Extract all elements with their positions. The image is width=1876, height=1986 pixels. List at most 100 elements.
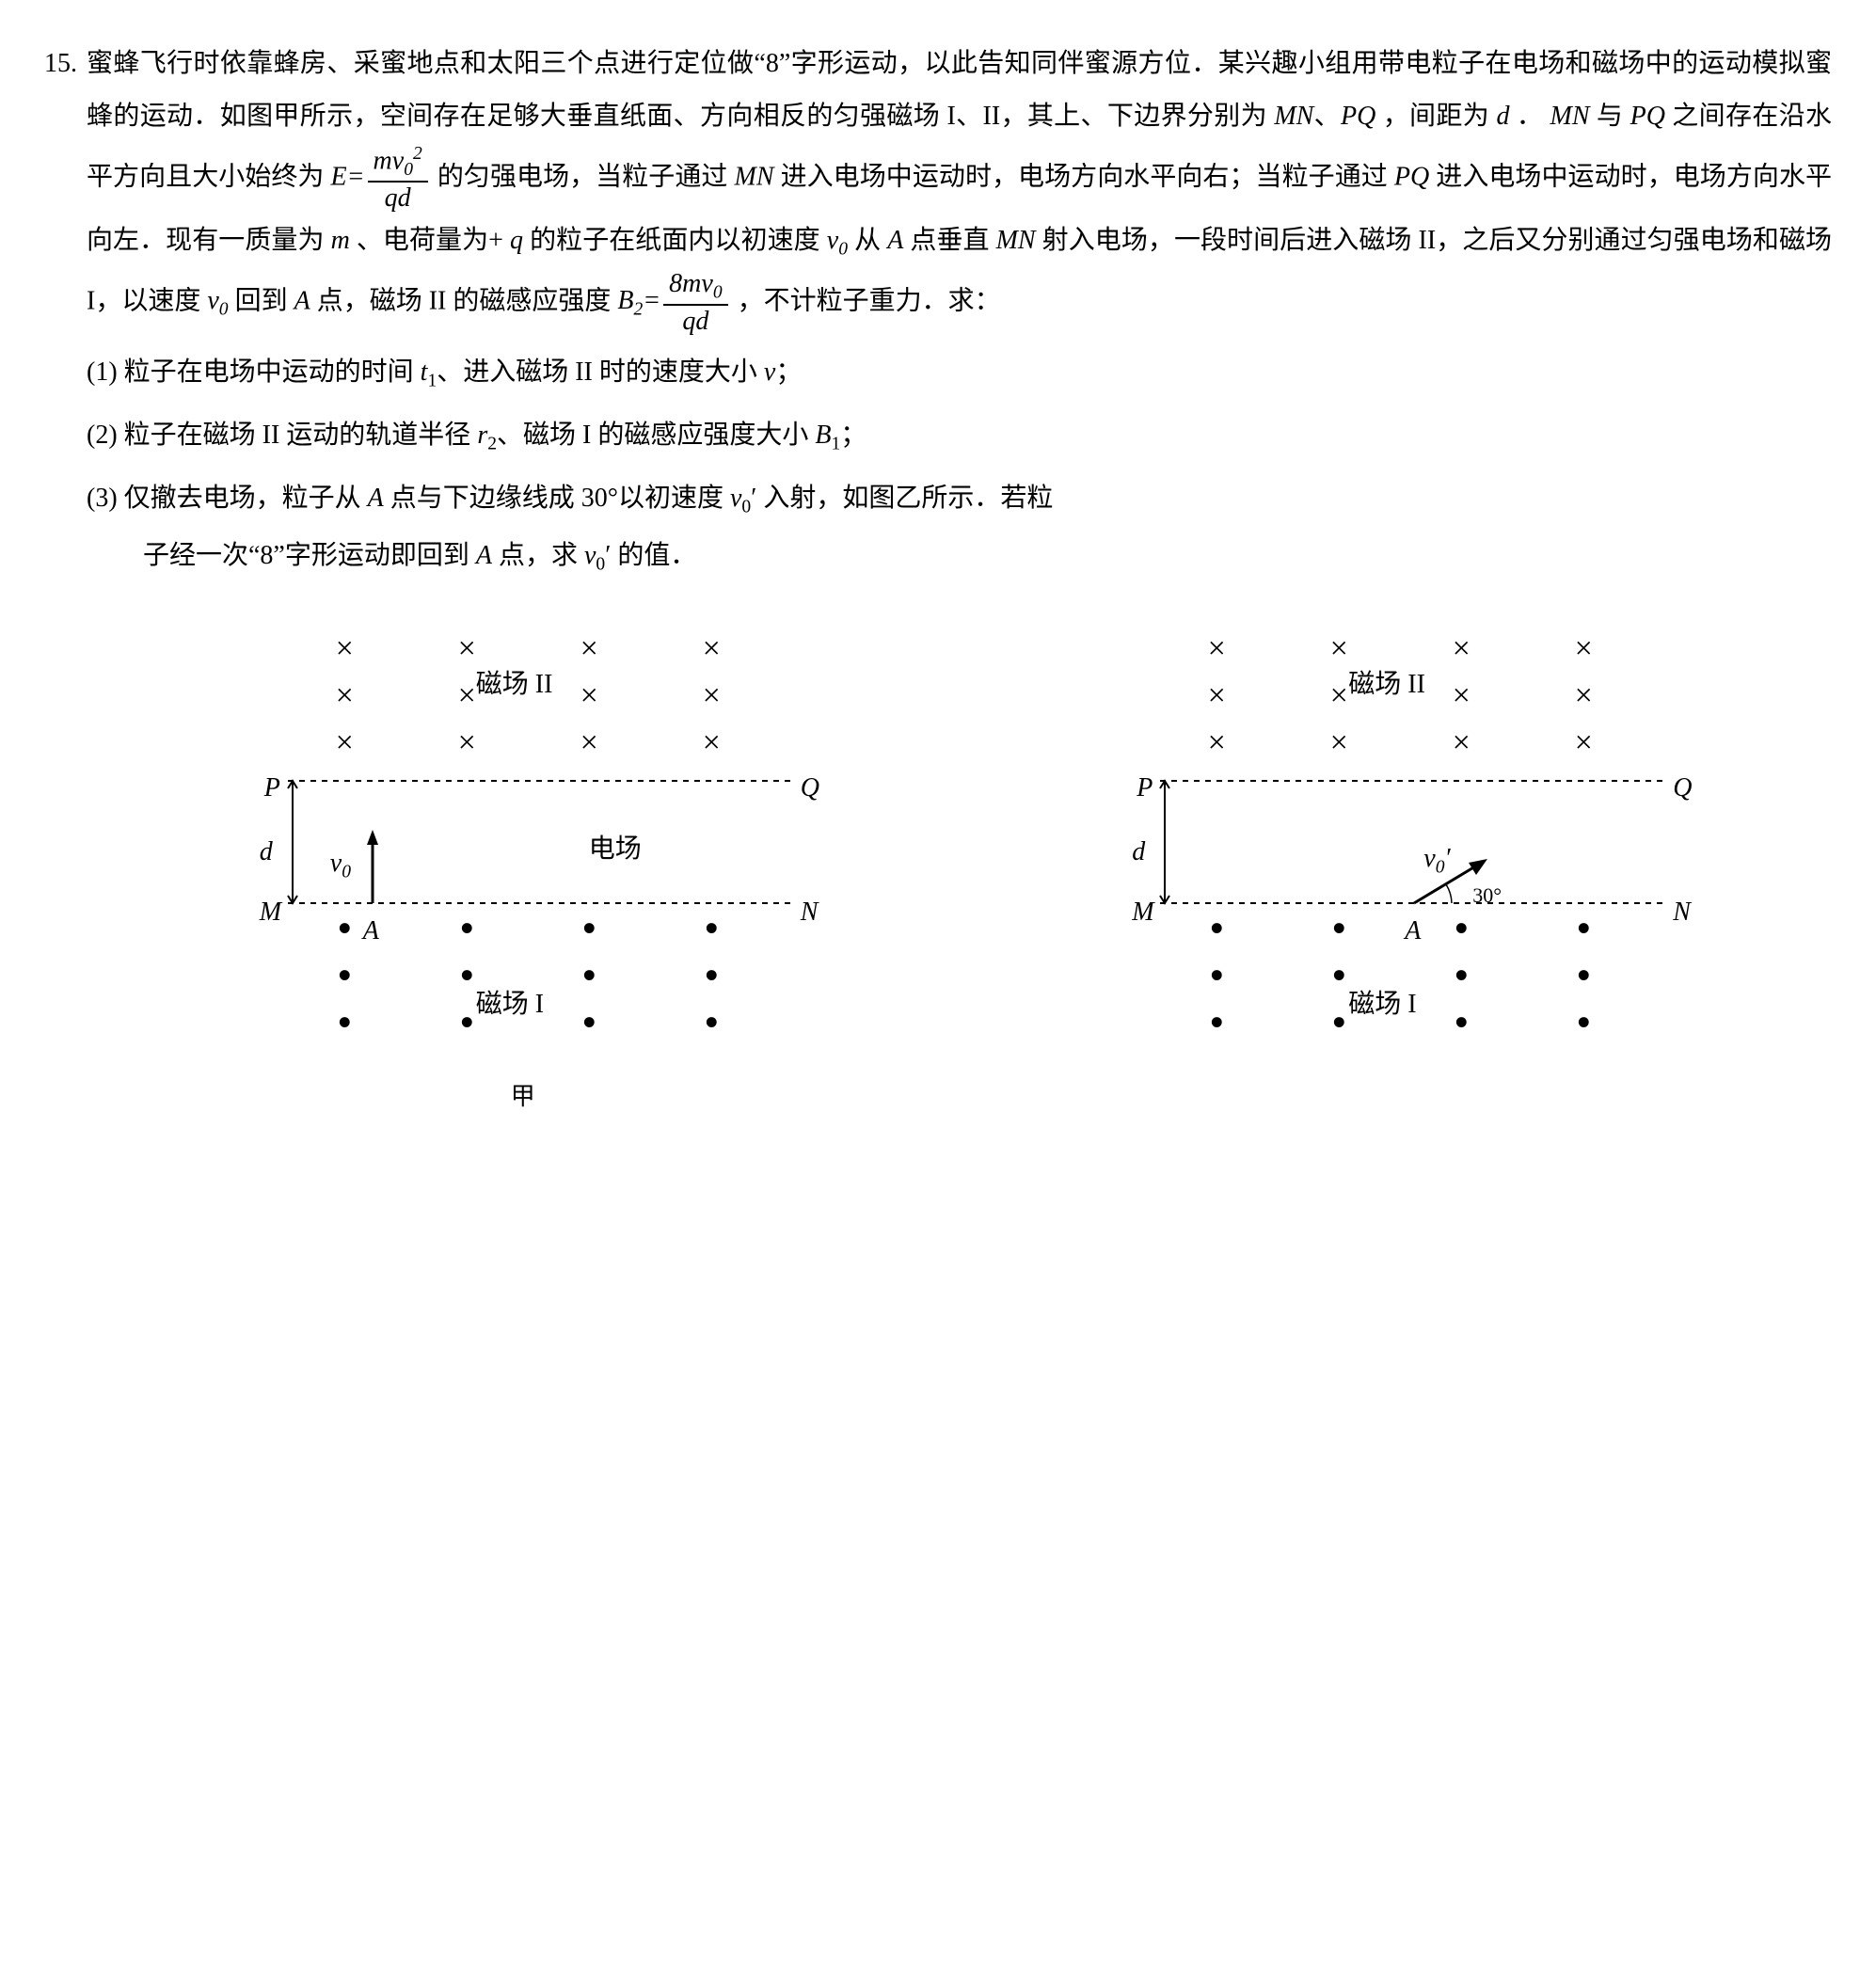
svg-text:•: • bbox=[460, 907, 473, 949]
svg-text:×: × bbox=[700, 631, 722, 666]
text: 、电荷量为+ bbox=[357, 226, 503, 255]
label-P: P bbox=[1137, 762, 1153, 815]
svg-text:×: × bbox=[1328, 678, 1350, 713]
question-2: (2) 粒子在磁场 II 运动的轨道半径 r2、磁场 I 的磁感应强度大小 B1… bbox=[87, 409, 1832, 463]
svg-text:•: • bbox=[705, 954, 718, 996]
label-N: N bbox=[1673, 886, 1691, 939]
figure-yi-wrap: × × × × × × × × × × × × bbox=[1066, 621, 1725, 1121]
sym-A: A bbox=[294, 286, 310, 315]
svg-text:•: • bbox=[338, 907, 351, 949]
svg-text:×: × bbox=[1206, 631, 1228, 666]
sym-mn: MN bbox=[1274, 102, 1313, 131]
svg-text:×: × bbox=[1451, 678, 1472, 713]
svg-text:×: × bbox=[1206, 725, 1228, 760]
eq-B2-lhs: B2= bbox=[617, 286, 660, 315]
text: ． bbox=[1517, 102, 1543, 131]
label-v0p: v0′ bbox=[1423, 833, 1450, 886]
svg-text:•: • bbox=[1332, 1001, 1345, 1043]
question-3-line2: 子经一次“8”字形运动即回到 A 点，求 v0′ 的值． bbox=[87, 530, 1832, 583]
svg-text:×: × bbox=[455, 631, 477, 666]
label-field1: 磁场 I bbox=[476, 978, 544, 1031]
svg-text:•: • bbox=[582, 907, 596, 949]
sym-pq: PQ bbox=[1394, 162, 1429, 191]
figure-jia-wrap: ×××× ×××× ×××× bbox=[194, 621, 852, 1121]
text: ，不计粒子重力．求： bbox=[738, 286, 1001, 315]
label-v0: v0 bbox=[330, 837, 351, 891]
svg-text:•: • bbox=[338, 1001, 351, 1043]
problem-15: 15. 蜜蜂飞行时依靠蜂房、采蜜地点和太阳三个点进行定位做“8”字形运动，以此告… bbox=[44, 38, 1832, 1121]
text: 点垂直 bbox=[910, 226, 995, 255]
svg-text:•: • bbox=[1577, 954, 1590, 996]
text: 点，磁场 II 的磁感应强度 bbox=[317, 286, 618, 315]
sym-v0: v0 bbox=[207, 286, 228, 315]
text: 与 bbox=[1597, 102, 1630, 131]
figures-row: × × × × × × × × × × × × bbox=[87, 621, 1832, 1121]
svg-text:×: × bbox=[1573, 678, 1595, 713]
eq-E-frac: mv02qd bbox=[368, 143, 428, 214]
svg-text:•: • bbox=[582, 1001, 596, 1043]
svg-text:×: × bbox=[455, 678, 477, 713]
label-N: N bbox=[801, 886, 819, 939]
svg-text:×: × bbox=[1451, 725, 1472, 760]
problem-number: 15. bbox=[44, 38, 77, 90]
svg-text:×: × bbox=[333, 678, 355, 713]
question-1: (1) 粒子在电场中运动的时间 t1、进入磁场 II 时的速度大小 v； bbox=[87, 346, 1832, 400]
eq-E-lhs: E= bbox=[331, 162, 365, 191]
label-d: d bbox=[1132, 826, 1145, 879]
svg-text:•: • bbox=[1332, 954, 1345, 996]
main-paragraph: 蜜蜂飞行时依靠蜂房、采蜜地点和太阳三个点进行定位做“8”字形运动，以此告知同伴蜜… bbox=[87, 38, 1832, 337]
svg-text:×: × bbox=[333, 631, 355, 666]
svg-text:•: • bbox=[1210, 954, 1223, 996]
svg-text:•: • bbox=[1577, 907, 1590, 949]
sym-pq: PQ bbox=[1630, 102, 1665, 131]
label-angle: 30° bbox=[1472, 875, 1502, 916]
svg-text:×: × bbox=[1328, 631, 1350, 666]
eq-B2-frac: 8mv0qd bbox=[663, 268, 727, 338]
svg-text:•: • bbox=[338, 954, 351, 996]
figure-jia: ×××× ×××× ×××× bbox=[194, 621, 852, 1054]
label-Q: Q bbox=[801, 762, 819, 815]
svg-text:•: • bbox=[460, 954, 473, 996]
text: 的匀强电场，当粒子通过 bbox=[437, 162, 735, 191]
sym-v0: v0 bbox=[827, 226, 848, 255]
sym-mn: MN bbox=[1550, 102, 1590, 131]
sym-m: m bbox=[331, 226, 350, 255]
svg-text:×: × bbox=[700, 678, 722, 713]
svg-text:×: × bbox=[700, 725, 722, 760]
text: 从 bbox=[854, 226, 887, 255]
text: 进入电场中运动时，电场方向水平向右；当粒子通过 bbox=[781, 162, 1394, 191]
svg-text:•: • bbox=[1210, 1001, 1223, 1043]
label-field2: 磁场 II bbox=[1348, 659, 1425, 711]
label-field2: 磁场 II bbox=[476, 659, 553, 711]
svg-text:×: × bbox=[1328, 725, 1350, 760]
svg-text:×: × bbox=[1206, 678, 1228, 713]
caption-jia: 甲 bbox=[511, 1072, 535, 1121]
sym-A: A bbox=[887, 226, 903, 255]
text: 的粒子在纸面内以初速度 bbox=[530, 226, 827, 255]
label-Q: Q bbox=[1673, 762, 1692, 815]
svg-text:×: × bbox=[1573, 725, 1595, 760]
svg-text:×: × bbox=[333, 725, 355, 760]
sym-mn: MN bbox=[735, 162, 774, 191]
sym-pq: PQ bbox=[1341, 102, 1375, 131]
sym-d: d bbox=[1496, 102, 1509, 131]
label-M: M bbox=[1132, 886, 1153, 939]
svg-text:•: • bbox=[1455, 954, 1468, 996]
svg-text:•: • bbox=[1577, 1001, 1590, 1043]
svg-text:×: × bbox=[1451, 631, 1472, 666]
svg-text:•: • bbox=[1455, 1001, 1468, 1043]
svg-text:•: • bbox=[460, 1001, 473, 1043]
svg-text:•: • bbox=[1332, 907, 1345, 949]
label-P: P bbox=[264, 762, 280, 815]
question-3-line1: (3) 仅撤去电场，粒子从 A 点与下边缘线成 30°以初速度 v0′ 入射，如… bbox=[87, 472, 1832, 526]
svg-text:•: • bbox=[705, 907, 718, 949]
sym-q: q bbox=[510, 226, 523, 255]
text: 回到 bbox=[235, 286, 294, 315]
sym-mn: MN bbox=[996, 226, 1036, 255]
svg-text:×: × bbox=[455, 725, 477, 760]
text: ，间距为 bbox=[1383, 102, 1497, 131]
figure-yi: × × × × × × × × × × × × bbox=[1066, 621, 1725, 1054]
label-M: M bbox=[260, 886, 281, 939]
svg-text:×: × bbox=[1573, 631, 1595, 666]
label-A: A bbox=[1405, 905, 1421, 958]
